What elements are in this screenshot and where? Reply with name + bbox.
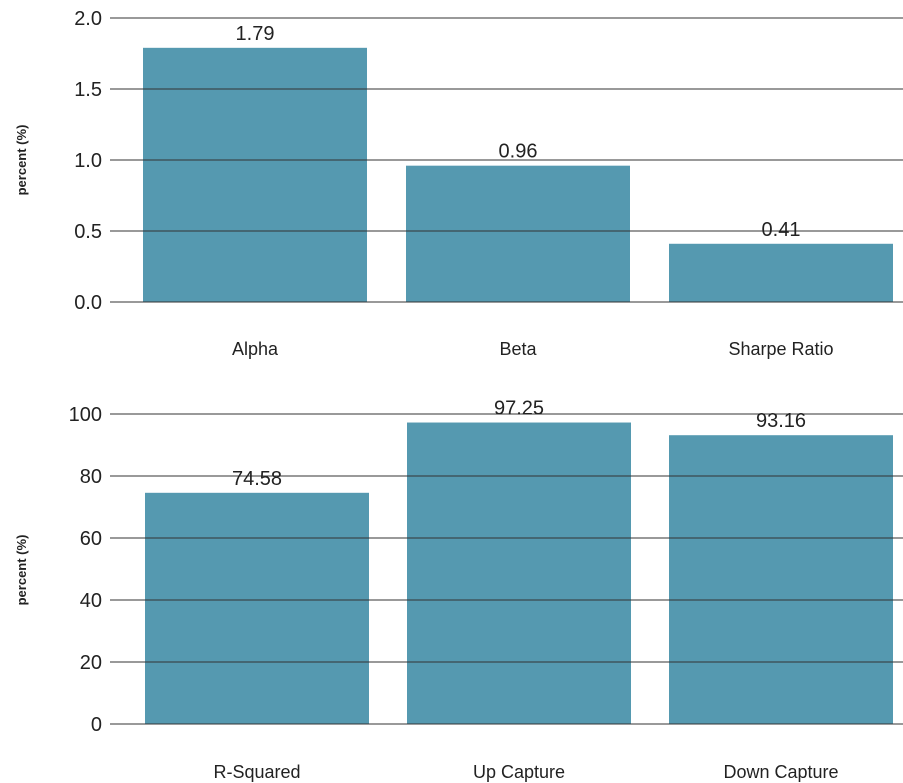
- chart-top: 0.0 0.5 1.0 1.5 2.0 1.79 0.96 0.41 Alpha Beta Shar…: [0, 0, 903, 360]
- bar-alpha: [143, 47, 367, 302]
- x-category-label: R-Squared: [213, 762, 300, 782]
- y-tick-label: 40: [80, 590, 102, 612]
- y-tick-label: 80: [80, 466, 102, 488]
- y-tick-label: 100: [69, 404, 102, 426]
- y-tick-label: 0.0: [74, 292, 102, 314]
- x-category-label: Beta: [499, 339, 537, 359]
- bar-up-capture: [407, 422, 631, 724]
- x-category-label: Up Capture: [473, 762, 565, 782]
- y-tick-label: 2.0: [74, 8, 102, 30]
- x-category-label: Sharpe Ratio: [728, 339, 833, 359]
- x-category-label: Alpha: [232, 339, 279, 359]
- bar-value-label: 97.25: [494, 398, 544, 420]
- bar-r-squared: [145, 492, 369, 724]
- y-tick-label: 0.5: [74, 221, 102, 243]
- bar-value-label: 0.41: [762, 219, 801, 241]
- bar-value-label: 0.96: [499, 141, 538, 163]
- y-tick-label: 1.5: [74, 79, 102, 101]
- y-tick-label: 20: [80, 652, 102, 674]
- bar-chart-top: 0.0 0.5 1.0 1.5 2.0 1.79 0.96 0.41 Alpha Beta Shar…: [14, 8, 903, 359]
- bar-value-label: 93.16: [756, 410, 806, 432]
- bar-value-label: 1.79: [236, 23, 275, 45]
- bar-sharpe-ratio: [669, 243, 893, 302]
- y-tick-label: 0: [91, 714, 102, 736]
- bar-down-capture: [669, 435, 893, 724]
- y-tick-label: 60: [80, 528, 102, 550]
- chart-bottom: 0 20 40 60 80 100 74.58 97.25 93.16 R-Squared Up C…: [0, 390, 903, 783]
- y-axis-title: percent (%): [14, 125, 29, 196]
- bar-beta: [406, 165, 630, 302]
- y-axis-title: percent (%): [14, 535, 29, 606]
- x-category-label: Down Capture: [723, 762, 838, 782]
- bar-value-label: 74.58: [232, 468, 282, 490]
- y-tick-label: 1.0: [74, 150, 102, 172]
- bar-chart-bottom: 0 20 40 60 80 100 74.58 97.25 93.16 R-Squared Up C…: [14, 398, 903, 782]
